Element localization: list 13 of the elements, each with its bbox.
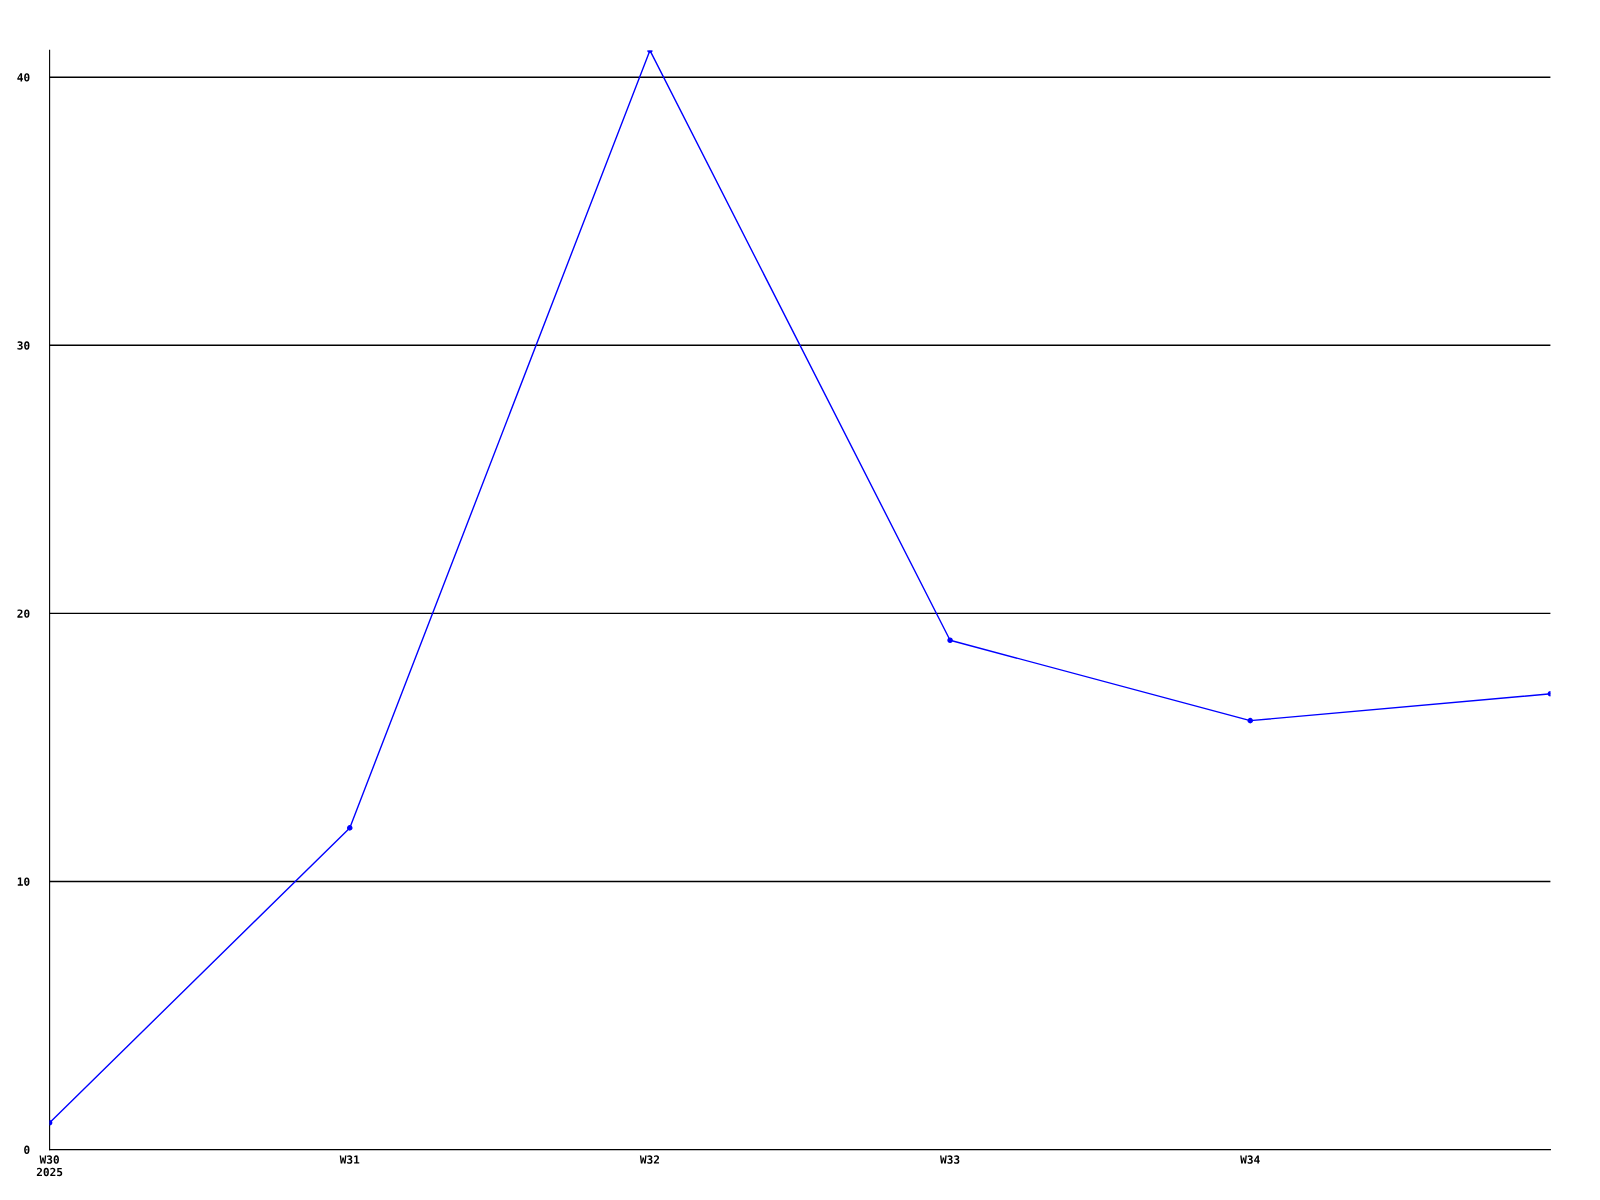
point	[1247, 717, 1254, 724]
y-tick-label: 0	[24, 1145, 30, 1154]
y-tick-label: 40	[17, 73, 30, 82]
y-tick-label: 20	[17, 609, 30, 618]
x-tick-label: W30 2025	[36, 1155, 63, 1177]
x-tick-label: W34	[1240, 1155, 1260, 1164]
point	[947, 637, 953, 643]
x-tick-label: W32	[639, 1155, 660, 1164]
point	[346, 825, 353, 831]
y-tick-label: 30	[17, 341, 30, 350]
x-tick-label: W33	[940, 1155, 960, 1164]
x-tick-label: W31	[339, 1155, 360, 1164]
y-tick-label: 10	[17, 877, 30, 886]
